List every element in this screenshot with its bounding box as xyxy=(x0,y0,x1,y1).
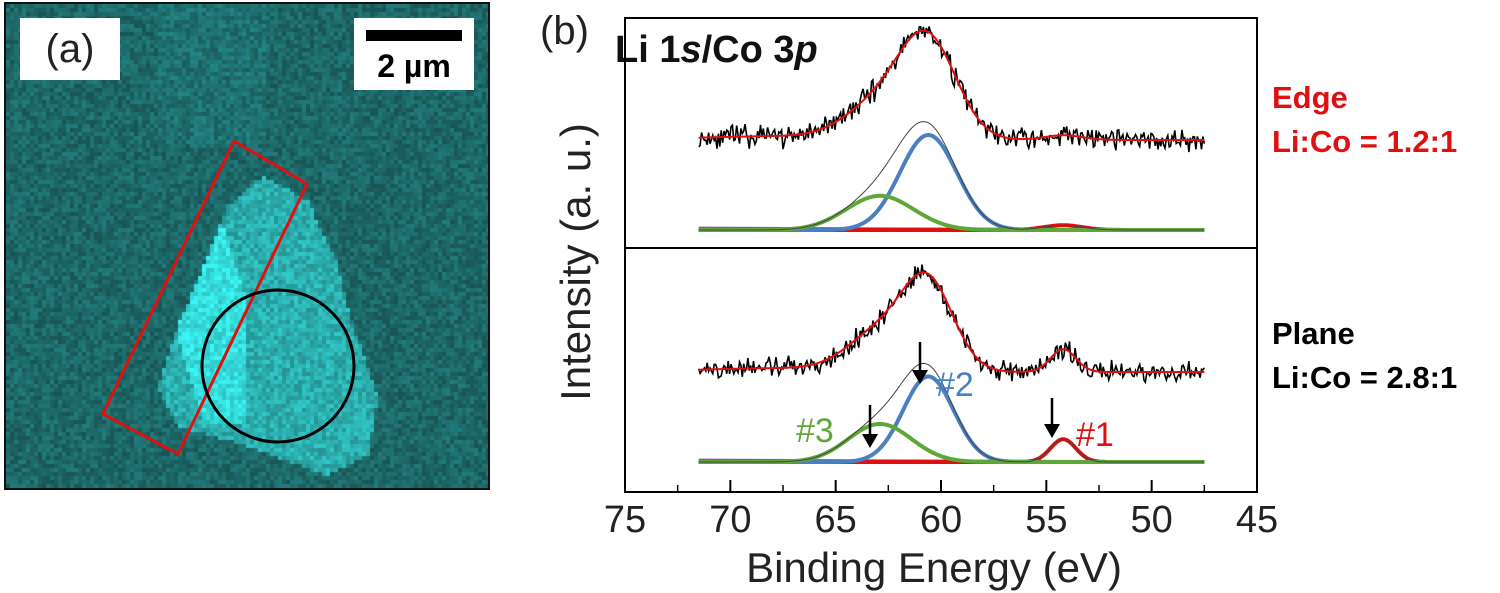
edge-name: Edge xyxy=(1272,80,1348,115)
arrow-peak-2 xyxy=(912,342,928,384)
x-tick-label-60: 60 xyxy=(920,499,962,541)
plane-name: Plane xyxy=(1272,316,1355,351)
component-peak-3 xyxy=(698,422,1205,464)
panel-a-label: (a) xyxy=(20,18,120,80)
edge-region-rectangle xyxy=(101,138,309,457)
chart-title: Li 1s/Co 3p xyxy=(615,29,818,71)
x-ticks: 75 70 65 60 55 50 45 xyxy=(604,480,1278,541)
component-peak-2 xyxy=(698,133,1205,232)
sum-envelope xyxy=(698,362,1205,463)
scale-bar-line xyxy=(366,30,462,41)
x-tick-label-75: 75 xyxy=(604,499,646,541)
edge-spectrum xyxy=(698,25,1206,232)
y-axis-title: Intensity (a. u.) xyxy=(552,123,599,401)
plot-frame xyxy=(624,17,1258,493)
sum-envelope xyxy=(698,121,1205,231)
edge-label: Edge Li:Co = 1.2:1 xyxy=(1272,76,1457,164)
x-tick-label-70: 70 xyxy=(709,499,751,541)
peak-label-3: #3 xyxy=(796,412,834,450)
x-tick-label-50: 50 xyxy=(1131,499,1173,541)
arrow-peak-3 xyxy=(862,405,878,448)
panel-a-image: (a) 2 µm xyxy=(4,2,490,490)
plane-region-circle xyxy=(200,288,356,444)
raw-data xyxy=(697,264,1205,385)
x-tick-label-55: 55 xyxy=(1025,499,1067,541)
x-tick-label-65: 65 xyxy=(815,499,857,541)
scale-bar: 2 µm xyxy=(354,18,474,90)
fit-line xyxy=(698,271,1205,373)
peak-label-2: #2 xyxy=(936,366,974,404)
plane-ratio: Li:Co = 2.8:1 xyxy=(1272,360,1458,395)
overlay-shapes xyxy=(101,138,356,457)
plane-spectrum xyxy=(697,264,1205,464)
peak-label-1: #1 xyxy=(1076,416,1114,454)
peak-arrows xyxy=(862,342,1060,448)
edge-ratio: Li:Co = 1.2:1 xyxy=(1272,124,1458,159)
panel-b-label: (b) xyxy=(540,9,589,53)
plane-label: Plane Li:Co = 2.8:1 xyxy=(1272,312,1457,400)
component-peak-3 xyxy=(698,193,1205,232)
arrow-peak-1 xyxy=(1044,398,1060,438)
fit-line xyxy=(698,29,1205,141)
x-tick-label-45: 45 xyxy=(1236,499,1278,541)
scale-bar-label: 2 µm xyxy=(377,48,451,84)
x-axis-title: Binding Energy (eV) xyxy=(746,544,1122,591)
